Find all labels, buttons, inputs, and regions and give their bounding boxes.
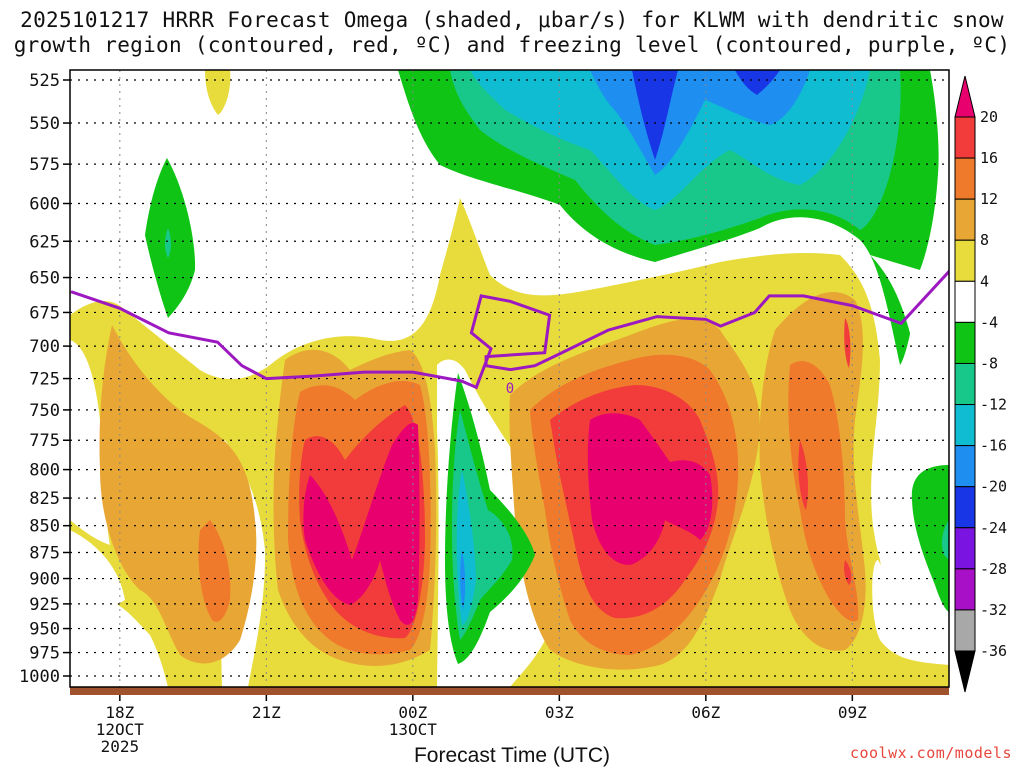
freezing-level-label: 0 xyxy=(506,381,514,397)
y-tick-label: 825 xyxy=(29,489,60,509)
magenta-cell-c xyxy=(587,413,713,565)
colorbar-label: -28 xyxy=(980,560,1007,578)
white-gap-lower xyxy=(70,530,125,610)
darkblue-region-upper-2 xyxy=(735,70,780,95)
colorbar-swatch xyxy=(954,486,976,529)
white-gap-far-right xyxy=(870,70,949,440)
x-tick-label: 21Z xyxy=(252,703,281,722)
yellow-cell-top xyxy=(205,70,231,115)
y-tick-label: 725 xyxy=(29,370,60,390)
x-tick-year: 2025 xyxy=(101,737,140,756)
chart-title-line-1: 2025101217 HRRR Forecast Omega (shaded, … xyxy=(20,8,1004,32)
chart-title-line-2: growth region (contoured, red, ºC) and f… xyxy=(13,33,1011,57)
y-axis: 525 550 575 600 625 650 675 700 725 750 775 800 825 8… xyxy=(19,71,70,687)
y-tick-label: 1000 xyxy=(19,667,60,687)
ground-strip xyxy=(70,687,949,695)
y-tick-label: 675 xyxy=(29,303,60,323)
colorbar-swatch xyxy=(954,157,976,200)
freezing-level-contour xyxy=(70,269,949,390)
omega-shading xyxy=(70,70,949,687)
credit-link[interactable]: coolwx.com/models xyxy=(849,744,1012,762)
colorbar-swatch xyxy=(954,362,976,406)
colorbar-bottom-arrow xyxy=(954,650,976,693)
colorbar-swatch xyxy=(954,280,976,323)
colorbar-label: 16 xyxy=(980,149,998,167)
colorbar-label: -8 xyxy=(980,354,998,372)
colorbar-top-arrow xyxy=(954,75,976,118)
colorbar-label: 12 xyxy=(980,190,998,208)
green-right-edge xyxy=(911,465,949,612)
y-tick-label: 525 xyxy=(29,71,60,91)
colorbar-swatch xyxy=(954,527,976,570)
colorbar-swatch xyxy=(954,445,976,488)
seagreen-right-edge xyxy=(941,520,949,560)
y-tick-label: 850 xyxy=(29,517,60,537)
red-cell-d-low xyxy=(844,560,852,585)
colorbar-swatch xyxy=(954,568,976,611)
colorbar-swatch xyxy=(954,404,976,447)
colorbar-label: 8 xyxy=(980,231,989,249)
x-tick-label: 06Z xyxy=(691,703,720,722)
colorbar-swatch xyxy=(954,116,976,159)
y-tick-label: 925 xyxy=(29,595,60,615)
y-tick-label: 775 xyxy=(29,431,60,451)
y-tick-label: 625 xyxy=(29,232,60,252)
colorbar: 20 16 12 8 4 -4 -8 -12 -16 -20 -24 -28 -32 -36 xyxy=(954,75,1007,693)
colorbar-swatch xyxy=(954,321,976,364)
y-tick-label: 550 xyxy=(29,114,60,134)
y-tick-label: 750 xyxy=(29,401,60,421)
red-orange-cell-a xyxy=(198,520,231,622)
y-tick-label: 875 xyxy=(29,543,60,563)
white-gap-left xyxy=(70,340,110,545)
red-cell-d-upper xyxy=(844,318,851,368)
colorbar-label: -24 xyxy=(980,519,1007,537)
x-tick-date: 12OCT xyxy=(96,720,145,739)
colorbar-label: -36 xyxy=(980,642,1007,660)
red-cell-d-mid xyxy=(798,440,808,510)
x-tick-label: 00Z xyxy=(398,703,427,722)
colorbar-swatch xyxy=(954,239,976,282)
y-tick-label: 950 xyxy=(29,620,60,640)
x-tick-label: 09Z xyxy=(838,703,867,722)
seagreen-cell-19z xyxy=(165,228,171,258)
colorbar-label: -4 xyxy=(980,313,998,331)
colorbar-swatch xyxy=(954,609,976,652)
colorbar-swatch xyxy=(954,198,976,241)
y-tick-label: 600 xyxy=(29,195,60,215)
white-gap-right xyxy=(872,560,949,665)
colorbar-label: -12 xyxy=(980,396,1007,414)
x-axis-label: Forecast Time (UTC) xyxy=(413,744,610,767)
y-tick-label: 800 xyxy=(29,461,60,481)
red-orange-cell-d xyxy=(788,361,859,622)
colorbar-label: 20 xyxy=(980,108,998,126)
x-tick-label: 18Z xyxy=(105,703,134,722)
darkblue-region-upper xyxy=(632,70,678,160)
x-tick-label: 03Z xyxy=(545,703,574,722)
colorbar-label: 4 xyxy=(980,272,989,290)
y-tick-label: 900 xyxy=(29,570,60,590)
x-tick-date: 13OCT xyxy=(389,720,438,739)
white-gap-bottom-left xyxy=(70,595,168,687)
colorbar-label: -20 xyxy=(980,478,1007,496)
magenta-cell-b xyxy=(303,422,420,625)
y-tick-label: 575 xyxy=(29,155,60,175)
y-tick-label: 650 xyxy=(29,269,60,289)
y-tick-label: 975 xyxy=(29,644,60,664)
colorbar-label: -32 xyxy=(980,601,1007,619)
y-tick-label: 700 xyxy=(29,337,60,357)
blue-band-01z xyxy=(460,550,466,610)
colorbar-label: -16 xyxy=(980,437,1007,455)
